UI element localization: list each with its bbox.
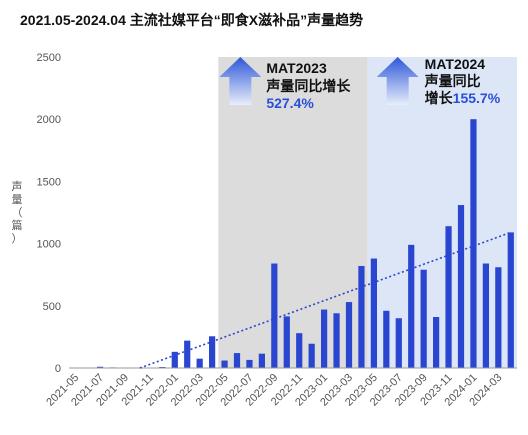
bar-2023-02	[333, 313, 340, 368]
bar-2024-04	[507, 232, 514, 368]
bar-2022-10	[283, 316, 290, 368]
bar-2023-07	[395, 318, 402, 368]
mat2024-label: MAT2024	[425, 56, 486, 72]
bar-2023-10	[433, 316, 440, 368]
bar-2022-04	[209, 336, 216, 368]
y-tick-label: 1000	[37, 239, 61, 251]
bar-2023-03	[345, 302, 353, 368]
bar-2022-08	[258, 353, 265, 368]
bar-2024-02	[482, 263, 489, 368]
mat2023-value: 527.4%	[266, 95, 314, 111]
bar-2022-07	[246, 359, 253, 368]
y-axis-label: 声量（篇）	[12, 179, 23, 245]
bar-2022-03	[196, 358, 203, 368]
bar-2023-04	[358, 265, 365, 368]
bar-2022-09	[271, 263, 278, 368]
bar-2023-01	[321, 309, 328, 368]
y-tick-label: 0	[55, 363, 61, 375]
y-tick-label: 1500	[37, 176, 61, 188]
bar-2022-06	[233, 353, 241, 368]
bar-2023-09	[420, 269, 427, 368]
bar-2023-08	[408, 244, 415, 368]
highlight-region-1	[218, 57, 368, 368]
arrow-up-icon	[219, 57, 262, 105]
bar-2024-01	[470, 119, 477, 368]
bar-2023-05	[370, 258, 377, 368]
bar-2022-05	[221, 360, 228, 368]
bar-2022-11	[296, 333, 303, 368]
bar-2021-07	[97, 366, 104, 368]
bar-2023-12	[457, 205, 465, 368]
mat2023-text: 声量同比增长	[265, 78, 351, 94]
mat2023-label: MAT2023	[266, 60, 327, 76]
bar-2023-11	[445, 226, 452, 368]
trend-line	[139, 231, 512, 369]
bar-2023-06	[383, 310, 390, 368]
mat2024-text: 声量同比	[424, 73, 481, 89]
y-tick-label: 2000	[37, 114, 61, 126]
chart-title: 2021.05-2024.04 主流社媒平台“即食X滋补品”声量趋势	[20, 12, 364, 28]
y-tick-label: 500	[43, 301, 61, 313]
bar-2022-01	[171, 351, 178, 368]
bar-2022-12	[308, 343, 315, 368]
bar-2024-03	[495, 267, 502, 368]
mat2024-growth: 增长155.7%	[425, 90, 501, 106]
arrow-up-icon	[376, 57, 419, 105]
bar-2022-02	[184, 340, 191, 368]
highlight-region-2	[367, 57, 517, 368]
y-tick-label: 2500	[37, 52, 61, 64]
